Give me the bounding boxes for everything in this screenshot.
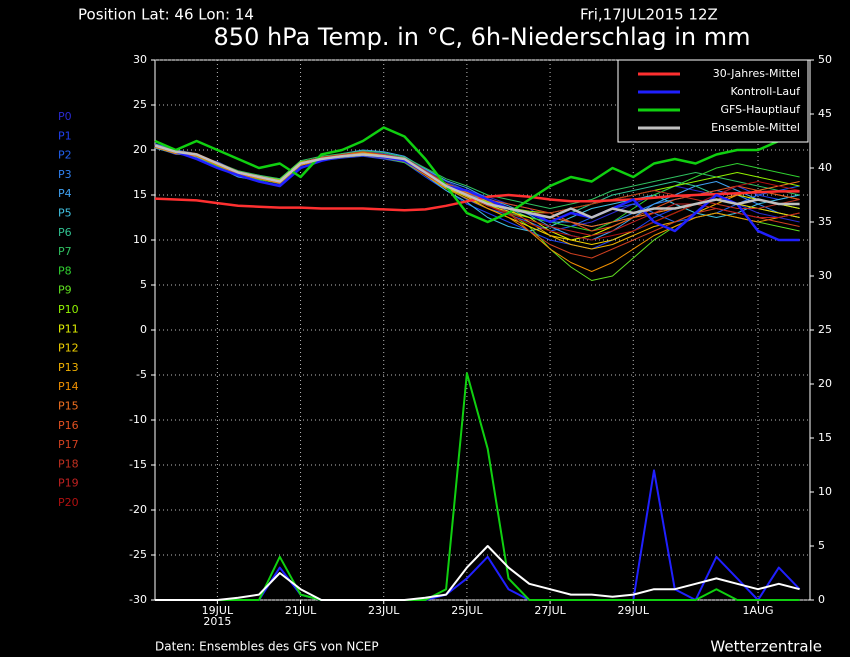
- y-tick-label: 10: [133, 233, 147, 246]
- member-label: P4: [58, 187, 72, 200]
- credit: Wetterzentrale: [710, 638, 822, 656]
- member-label: P8: [58, 264, 72, 277]
- member-label: P15: [58, 400, 79, 413]
- x-tick-label: 19JUL: [202, 604, 234, 617]
- series-line: [154, 144, 800, 219]
- member-label: P20: [58, 496, 79, 509]
- member-label: P0: [58, 110, 72, 123]
- series-line: [154, 144, 800, 242]
- position: Position Lat: 46 Lon: 14: [78, 6, 254, 24]
- y-tick-label: 20: [133, 143, 147, 156]
- series-line: [155, 372, 800, 601]
- y2-tick-label: 45: [818, 107, 832, 120]
- y-tick-label: 15: [133, 188, 147, 201]
- y-tick-label: -20: [129, 503, 147, 516]
- legend-label: Kontroll-Lauf: [731, 85, 802, 98]
- y2-tick-label: 40: [818, 161, 832, 174]
- member-label: P5: [58, 207, 72, 220]
- x-tick-label: 29JUL: [618, 604, 650, 617]
- y2-tick-label: 30: [818, 269, 832, 282]
- y2-tick-label: 0: [818, 593, 825, 606]
- y-tick-label: 30: [133, 53, 147, 66]
- y2-tick-label: 25: [818, 323, 832, 336]
- member-label: P9: [58, 284, 72, 297]
- series-line: [154, 146, 800, 272]
- chart-title: 850 hPa Temp. in °C, 6h-Niederschlag in …: [214, 23, 751, 51]
- series-line: [155, 469, 801, 601]
- x-tick-label: 25JUL: [451, 604, 483, 617]
- run-date: Fri,17JUL2015 12Z: [580, 6, 718, 24]
- y-tick-label: 5: [140, 278, 147, 291]
- x-sublabel: 2015: [203, 615, 231, 628]
- y2-tick-label: 20: [818, 377, 832, 390]
- source: Daten: Ensembles des GFS von NCEP: [155, 640, 379, 654]
- y-tick-label: 25: [133, 98, 147, 111]
- y-tick-label: -25: [129, 548, 147, 561]
- legend-label: 30-Jahres-Mittel: [713, 67, 800, 80]
- y2-tick-label: 10: [818, 485, 832, 498]
- member-label: P6: [58, 226, 72, 239]
- y2-tick-label: 50: [818, 53, 832, 66]
- series-line: [154, 145, 800, 209]
- series-line: [155, 545, 800, 601]
- legend-label: GFS-Hauptlauf: [720, 103, 801, 116]
- member-label: P18: [58, 457, 79, 470]
- y2-tick-label: 5: [818, 539, 825, 552]
- y2-tick-label: 35: [818, 215, 832, 228]
- member-label: P17: [58, 438, 79, 451]
- x-tick-label: 21JUL: [285, 604, 317, 617]
- x-tick-label: 23JUL: [368, 604, 400, 617]
- member-label: P10: [58, 303, 79, 316]
- legend-label: Ensemble-Mittel: [711, 121, 800, 134]
- y-tick-label: 0: [140, 323, 147, 336]
- member-label: P12: [58, 342, 79, 355]
- member-label: P11: [58, 322, 79, 335]
- member-label: P7: [58, 245, 72, 258]
- y2-tick-label: 15: [818, 431, 832, 444]
- member-label: P3: [58, 168, 72, 181]
- series-line: [154, 126, 800, 224]
- x-tick-label: 27JUL: [534, 604, 566, 617]
- x-tick-label: 1AUG: [742, 604, 773, 617]
- member-label: P19: [58, 477, 79, 490]
- y-tick-label: -30: [129, 593, 147, 606]
- member-label: P13: [58, 361, 79, 374]
- y-tick-label: -10: [129, 413, 147, 426]
- y-tick-label: -5: [136, 368, 147, 381]
- member-label: P1: [58, 129, 72, 142]
- member-label: P14: [58, 380, 79, 393]
- member-label: P2: [58, 149, 72, 162]
- member-label: P16: [58, 419, 79, 432]
- y-tick-label: -15: [129, 458, 147, 471]
